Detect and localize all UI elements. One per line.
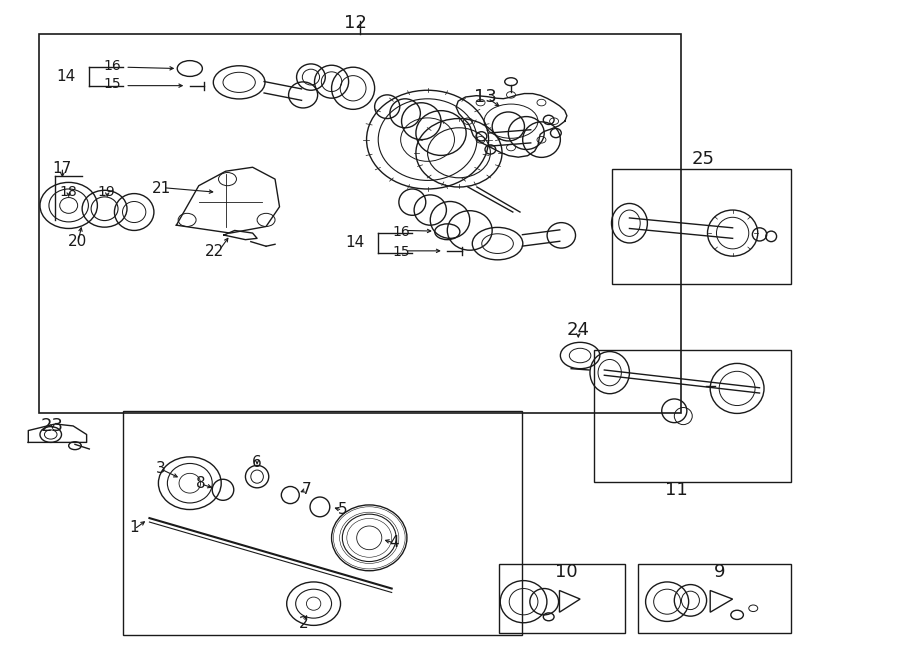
Text: 14: 14 [346, 235, 365, 251]
Text: 3: 3 [156, 461, 165, 476]
Text: 5: 5 [338, 502, 347, 517]
Text: 20: 20 [68, 234, 87, 249]
Text: 2: 2 [299, 616, 309, 631]
Text: 13: 13 [474, 88, 498, 106]
Text: 7: 7 [302, 483, 311, 497]
Text: 25: 25 [691, 150, 715, 169]
Text: 6: 6 [252, 455, 262, 470]
Text: 22: 22 [205, 244, 225, 259]
Bar [638, 564, 791, 633]
Text: 10: 10 [555, 563, 578, 581]
Text: 15: 15 [104, 77, 122, 91]
Text: 15: 15 [392, 245, 410, 258]
Text: 24: 24 [567, 321, 590, 340]
Text: 23: 23 [41, 417, 64, 435]
Bar [39, 34, 680, 412]
Text: 4: 4 [390, 535, 400, 550]
Text: 8: 8 [196, 476, 205, 490]
Bar [122, 410, 522, 635]
Text: 9: 9 [714, 563, 724, 581]
Bar [611, 169, 791, 284]
Bar [594, 350, 791, 482]
Bar [500, 564, 625, 633]
Text: 19: 19 [97, 185, 115, 199]
Text: 11: 11 [665, 481, 688, 499]
Text: 16: 16 [392, 225, 410, 239]
Text: 17: 17 [53, 161, 72, 176]
Text: 1: 1 [130, 520, 139, 535]
Text: 12: 12 [345, 14, 367, 32]
Text: 14: 14 [57, 69, 76, 84]
Text: 21: 21 [151, 182, 171, 196]
Text: 16: 16 [104, 59, 122, 73]
Text: 18: 18 [59, 185, 77, 199]
